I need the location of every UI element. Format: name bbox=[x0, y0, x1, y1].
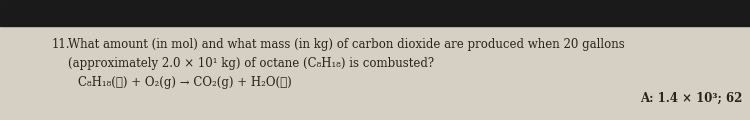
Text: C₈H₁₈(ℓ) + O₂(g) → CO₂(g) + H₂O(ℓ): C₈H₁₈(ℓ) + O₂(g) → CO₂(g) + H₂O(ℓ) bbox=[78, 76, 292, 89]
Text: What amount (in mol) and what mass (in kg) of carbon dioxide are produced when 2: What amount (in mol) and what mass (in k… bbox=[68, 38, 625, 51]
Text: 11.: 11. bbox=[52, 38, 70, 51]
Text: A: 1.4 × 10³; 62: A: 1.4 × 10³; 62 bbox=[640, 92, 742, 105]
Bar bbox=[0, 0, 750, 26]
Text: (approximately 2.0 × 10¹ kg) of octane (C₈H₁₈) is combusted?: (approximately 2.0 × 10¹ kg) of octane (… bbox=[68, 57, 434, 70]
